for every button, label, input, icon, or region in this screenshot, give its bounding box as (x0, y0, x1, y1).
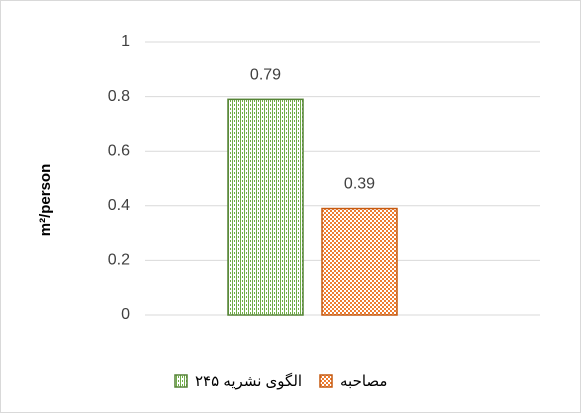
data-label: 0.39 (344, 176, 375, 193)
bar (227, 98, 304, 316)
y-tick-label: 0.4 (108, 197, 130, 214)
y-tick-label: 0.2 (108, 252, 130, 269)
y-tick-label: 0.6 (108, 142, 130, 159)
y-tick-label: 0.8 (108, 88, 130, 105)
bar (321, 207, 398, 316)
legend-label: مصاحبه (340, 373, 387, 390)
data-label: 0.79 (250, 67, 281, 84)
y-tick-label: 1 (121, 33, 130, 50)
legend-swatch (319, 374, 333, 388)
legend-label: الگوی نشریه ۲۴۵ (195, 372, 302, 390)
legend-swatch (174, 374, 188, 388)
y-axis-label: m²/person (37, 164, 54, 237)
y-tick-label: 0 (121, 306, 130, 323)
